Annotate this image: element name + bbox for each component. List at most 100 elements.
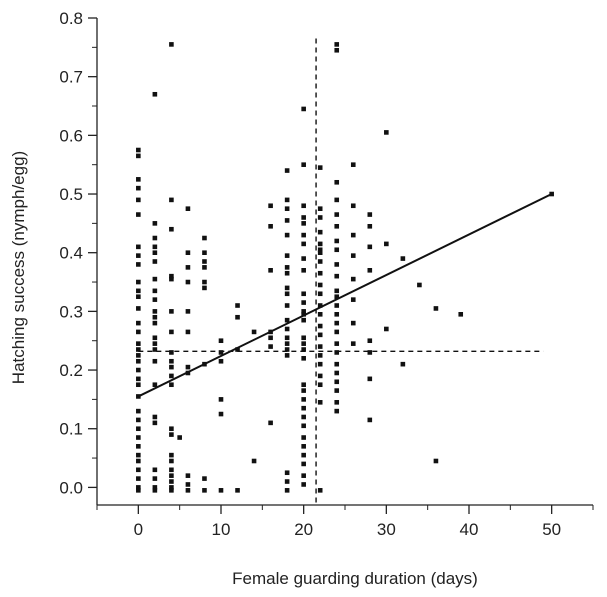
data-point: [169, 479, 174, 484]
data-point: [350, 320, 356, 326]
data-point: [301, 414, 306, 420]
data-point: [334, 361, 340, 367]
data-point: [136, 177, 141, 182]
data-point: [301, 215, 306, 220]
data-point: [136, 458, 141, 464]
data-point: [169, 350, 174, 355]
data-point: [185, 309, 191, 314]
data-point: [169, 432, 174, 437]
data-point: [367, 268, 373, 273]
data-point: [185, 206, 191, 211]
data-point: [202, 285, 207, 291]
data-point: [152, 488, 158, 493]
data-point: [169, 488, 174, 493]
data-point: [136, 341, 141, 346]
data-point: [268, 203, 273, 209]
data-point: [301, 232, 306, 238]
data-point: [284, 353, 290, 358]
data-point: [284, 265, 290, 270]
data-point: [367, 212, 373, 217]
data-point: [235, 314, 240, 320]
data-point: [301, 317, 306, 323]
data-point: [301, 356, 306, 361]
data-point: [334, 320, 340, 326]
data-point: [334, 288, 340, 294]
data-point: [458, 312, 464, 317]
data-point: [136, 347, 141, 352]
data-point: [350, 232, 356, 238]
data-point: [169, 329, 174, 335]
data-point: [251, 329, 257, 335]
data-point: [334, 247, 340, 253]
data-point: [384, 241, 389, 247]
data-point: [334, 42, 340, 47]
y-axis-label: Hatching success (nymph/egg): [9, 151, 28, 384]
data-point: [185, 265, 191, 270]
data-point: [185, 329, 191, 335]
data-point: [301, 203, 306, 209]
data-point: [169, 309, 174, 314]
y-tick-label: 0.4: [59, 244, 83, 263]
data-point: [301, 444, 306, 449]
data-point: [169, 197, 174, 203]
data-point: [284, 326, 290, 332]
data-point: [284, 232, 290, 238]
data-point: [301, 335, 306, 341]
data-point: [317, 373, 323, 379]
data-point: [185, 279, 191, 285]
data-point: [284, 168, 290, 173]
data-point: [301, 405, 306, 411]
data-point: [334, 379, 340, 385]
data-point: [284, 253, 290, 258]
y-tick-label: 0.5: [59, 185, 83, 204]
data-point: [202, 265, 207, 270]
data-point: [169, 364, 174, 370]
data-point: [169, 373, 174, 379]
x-axis-label: Female guarding duration (days): [232, 569, 478, 588]
data-point: [334, 329, 340, 335]
data-point: [152, 244, 158, 250]
data-point: [202, 279, 207, 285]
data-point: [177, 435, 182, 440]
data-point: [185, 364, 191, 370]
data-point: [268, 420, 273, 426]
data-point: [169, 458, 174, 464]
y-tick-label: 0.1: [59, 420, 83, 439]
data-point: [317, 282, 323, 288]
data-point: [185, 250, 191, 255]
data-point: [433, 306, 439, 311]
data-point: [301, 162, 306, 167]
data-point: [317, 291, 323, 297]
data-point: [317, 259, 323, 264]
data-point: [136, 353, 141, 358]
data-point: [400, 256, 406, 261]
data-point: [202, 250, 207, 255]
data-point: [301, 435, 306, 440]
data-point: [152, 414, 158, 420]
data-point: [152, 320, 158, 326]
data-point: [136, 294, 141, 300]
data-point: [169, 382, 174, 388]
x-tick-label: 50: [542, 520, 561, 539]
regression-line: [137, 193, 553, 398]
data-point: [169, 276, 174, 282]
data-point: [152, 221, 158, 226]
data-point: [317, 382, 323, 388]
data-point: [301, 256, 306, 261]
data-point: [136, 476, 141, 481]
data-point: [152, 91, 158, 97]
data-point: [317, 241, 323, 247]
data-point: [317, 303, 323, 308]
data-point: [169, 42, 174, 47]
data-point: [136, 253, 141, 258]
x-tick-label: 20: [294, 520, 313, 539]
data-point: [136, 488, 141, 493]
data-point: [136, 435, 141, 440]
data-point: [235, 347, 240, 352]
data-point: [334, 273, 340, 279]
data-point: [284, 291, 290, 297]
data-point: [317, 323, 323, 329]
data-point: [169, 273, 174, 279]
data-point: [136, 153, 141, 159]
